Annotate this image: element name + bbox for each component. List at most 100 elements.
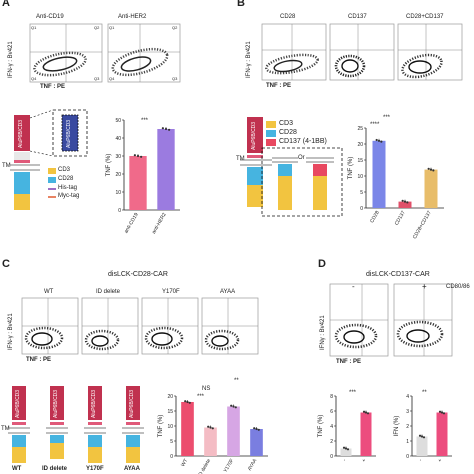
flow-plot-b3: [397, 23, 463, 81]
flow-label-b3: CD28+CD137: [406, 14, 444, 20]
y-tick-label: 4: [330, 424, 333, 430]
x-tick-label: +: [437, 458, 444, 464]
data-point: [406, 201, 409, 204]
y-axis-title: TNF (%): [158, 415, 164, 438]
data-point: [164, 127, 168, 131]
quadrant-a1-q2: Q2: [94, 25, 100, 30]
bar: [398, 201, 412, 208]
legend-a-his: His-tag: [58, 185, 78, 191]
y-tick-label: 0: [118, 208, 121, 214]
flow-label-d1: -: [352, 282, 355, 291]
x-tick-label: AYAA: [247, 457, 259, 471]
construct-name-c1: WT: [12, 466, 22, 472]
flow-label-c1: WT: [44, 289, 54, 295]
x-tick-label: CD28+CD137: [412, 210, 433, 240]
data-point: [403, 200, 407, 203]
y-tick-label: 8: [330, 394, 333, 400]
y-tick-label: 50: [115, 118, 121, 124]
data-point: [209, 426, 212, 429]
flow-label-d2: +: [422, 282, 427, 291]
x-tick-label: anti-CD19: [123, 212, 140, 235]
x-tick-label: anti-HER2: [151, 212, 168, 235]
data-point: [342, 446, 346, 449]
data-point: [418, 434, 422, 437]
flow-label-a1: Anti-CD19: [36, 14, 64, 20]
bar: [129, 156, 147, 210]
construct-label-a: AluP6B/CD3: [18, 119, 24, 148]
data-point: [207, 425, 210, 428]
quadrant-a1-q3: Q3: [94, 76, 100, 81]
significance-c2: **: [234, 378, 239, 384]
flow-plot-c3: [141, 297, 199, 355]
bar: [227, 406, 240, 456]
data-point: [346, 448, 350, 451]
y-tick-label: 10: [167, 424, 173, 430]
flow-plot-a1: [29, 23, 103, 83]
y-tick-label: 2: [330, 439, 333, 445]
x-tick-label: Y170F: [223, 458, 236, 474]
panel-letter-b: B: [237, 0, 245, 9]
data-point: [184, 400, 187, 403]
flow-plot-b2: [329, 23, 395, 81]
bar: [250, 429, 263, 456]
flow-plot-c2: [81, 297, 139, 355]
data-point: [401, 199, 404, 202]
significance-b1: ****: [370, 122, 380, 128]
legend-a-cd28: CD28: [58, 176, 74, 182]
y-axis-title: TNF (%): [106, 154, 112, 177]
flow-label-a2: Anti-HER2: [118, 14, 147, 20]
tm-label-a: TM: [2, 163, 11, 169]
chart-b: 0 5 10 15 20 25 TNF (%) CD28 CD137 CD28+CD137: [348, 126, 444, 240]
ligand-label-d: CD80/86: [446, 284, 470, 290]
x-tick-label: -: [342, 458, 348, 463]
y-axis-title: IFN (%): [394, 416, 400, 437]
y-axis-label-a: IFN-γ : Bv421: [8, 41, 14, 78]
y-tick-label: 0: [360, 206, 363, 212]
y-tick-label: 10: [115, 190, 121, 196]
flow-plot-a2: [107, 23, 181, 83]
flow-label-c2: ID delete: [96, 289, 121, 295]
significance-c1: ***: [197, 394, 205, 400]
legend-b-cd28: CD28: [279, 129, 297, 136]
y-tick-label: 25: [357, 126, 363, 132]
data-point: [362, 410, 366, 413]
y-axis-label-d: IFNγ : Bv421: [320, 315, 326, 350]
data-point: [438, 410, 442, 413]
construct-label-c3: AluP6B/CD3: [91, 389, 97, 418]
data-point: [133, 154, 136, 157]
y-tick-label: 30: [115, 154, 121, 160]
data-point: [380, 140, 383, 143]
x-tick-label: ID delete: [197, 458, 212, 474]
data-point: [375, 138, 378, 142]
flow-plot-d2: [393, 283, 453, 357]
legend-b-cd137: CD137 (4-1BB): [279, 138, 327, 145]
y-axis-title: TNF (%): [318, 415, 324, 438]
data-point: [427, 167, 430, 170]
y-tick-label: 5: [170, 439, 173, 445]
data-point: [420, 435, 424, 438]
significance-c-ns: NS: [202, 386, 211, 392]
data-point: [366, 412, 370, 415]
chart-d-ifn: 0 1 2 3 4 IFN (%) - +: [394, 394, 452, 464]
construct-label-b: AluP6B/CD3: [251, 121, 257, 150]
construct-label-c2: AluP6B/CD3: [53, 389, 59, 418]
bar: [340, 448, 352, 456]
y-tick-label: 2: [406, 424, 409, 430]
bar: [204, 427, 217, 456]
legend-a-cd3: CD3: [58, 167, 71, 173]
data-point: [140, 155, 143, 158]
data-point: [432, 169, 435, 172]
data-point: [377, 139, 381, 142]
data-point: [255, 427, 258, 431]
construct-diagrams-c: [8, 386, 144, 463]
quadrant-a2-q4: Q4: [109, 76, 115, 81]
y-tick-label: 15: [357, 158, 363, 164]
data-point: [230, 404, 233, 407]
construct-diagram-a: [10, 109, 88, 210]
data-point: [429, 168, 433, 171]
data-point: [442, 412, 446, 415]
y-tick-label: 3: [406, 409, 409, 415]
y-tick-label: 0: [406, 454, 409, 460]
x-tick-label: +: [361, 458, 368, 464]
